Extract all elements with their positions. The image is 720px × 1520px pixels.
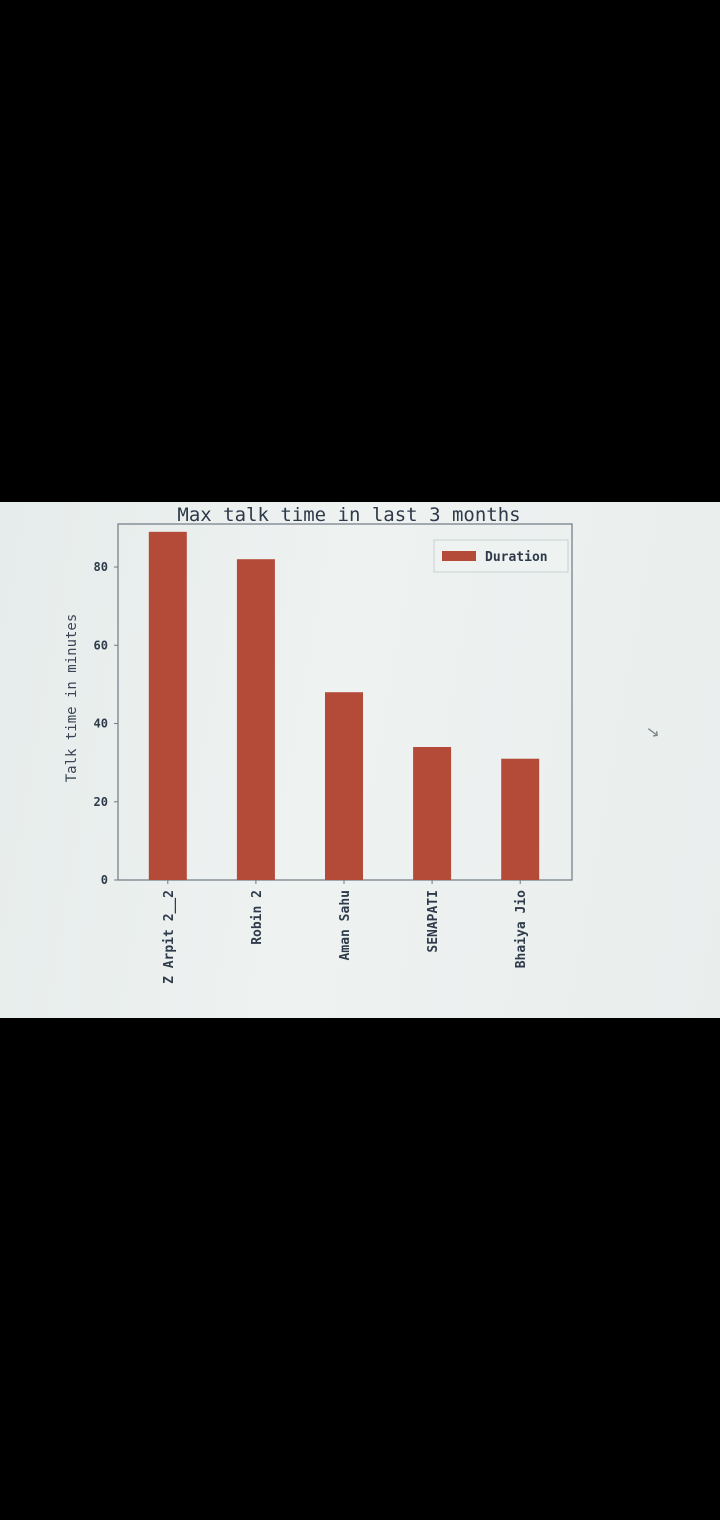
x-tick-label-5: Bhaiya Jio (514, 890, 529, 968)
bar-3 (325, 692, 363, 880)
y-tick-label-80: 80 (94, 560, 108, 574)
y-tick-label-0: 0 (101, 873, 108, 887)
y-tick-label-40: 40 (94, 717, 108, 731)
x-tick-label-3: Aman Sahu (338, 890, 353, 960)
legend-swatch (442, 551, 476, 561)
bar-1 (148, 531, 187, 880)
legend: Duration (433, 539, 569, 573)
y-ticks-group: 0 20 40 60 80 (94, 560, 118, 887)
legend-label: Duration (485, 550, 548, 565)
x-tick-label-1: Z Arpit 2__2 (162, 890, 177, 984)
bar-2 (236, 559, 275, 880)
y-tick-label-20: 20 (94, 795, 108, 809)
bars-group (148, 531, 540, 880)
chart-title: Max talk time in last 3 months (177, 504, 520, 526)
y-tick-label-60: 60 (94, 638, 108, 652)
chart-photo: Max talk time in last 3 months 0 20 40 60 80… (0, 502, 720, 1018)
x-tick-label-2: Robin 2 (250, 890, 265, 945)
x-ticks-group: Z Arpit 2__2 Robin 2 Aman Sahu SENAPATI Bhai… (162, 880, 529, 984)
mouse-cursor-icon: ↘ (644, 721, 661, 742)
bar-4 (413, 746, 452, 880)
bar-chart: Max talk time in last 3 months 0 20 40 60 80… (64, 504, 573, 984)
x-tick-label-4: SENAPATI (426, 890, 441, 953)
y-axis-label: Talk time in minutes (64, 614, 80, 783)
bar-5 (501, 758, 540, 880)
